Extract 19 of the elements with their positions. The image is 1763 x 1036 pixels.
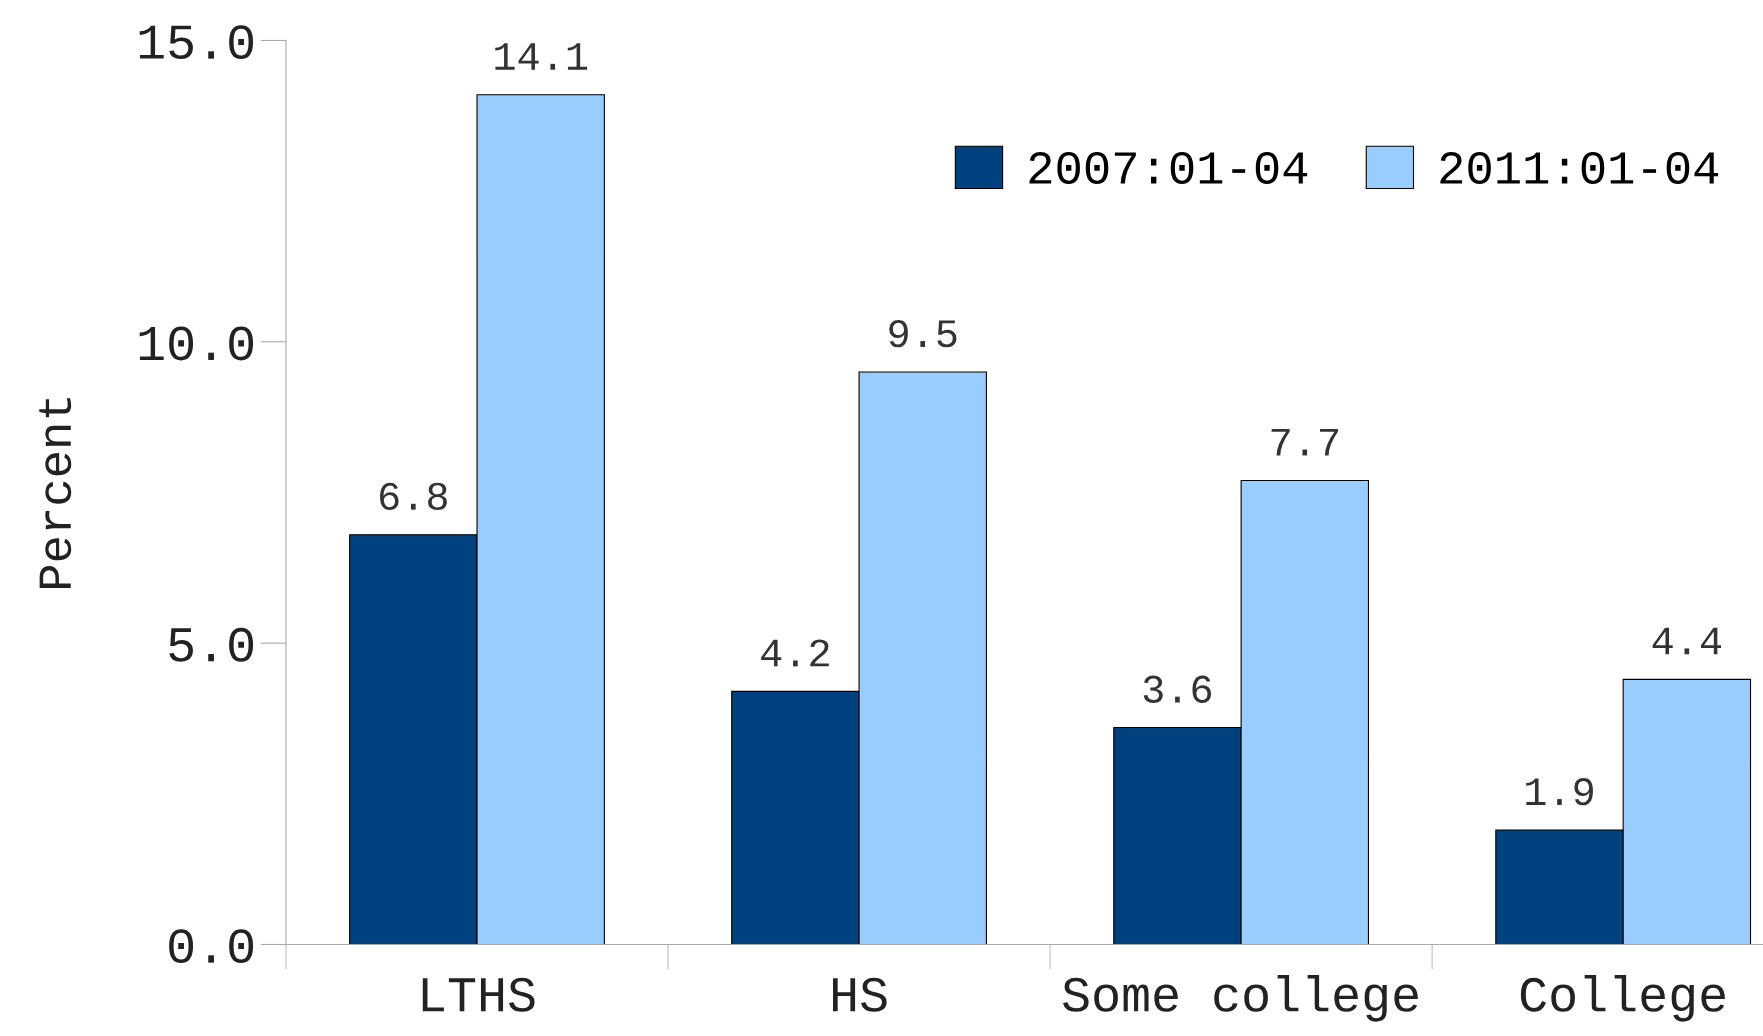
data-label: 3.6 [1143, 675, 1212, 703]
x-tick-label: HS [833, 977, 887, 1012]
data-label: 4.4 [1652, 627, 1722, 655]
data-label: 7.7 [1271, 428, 1338, 456]
data-label: 1.9 [1526, 778, 1593, 806]
x-tick-label: College [1520, 975, 1725, 1022]
data-label: 14.1 [495, 43, 588, 70]
y-tick-label: 10.0 [139, 326, 254, 361]
data-label: 6.8 [380, 482, 447, 511]
data-label: 4.2 [761, 639, 829, 667]
y-tick-label: 0.0 [169, 929, 254, 964]
legend-label: 2011:01-04 [1440, 152, 1719, 185]
x-tick-label: Some college [1063, 975, 1418, 1022]
y-tick-label: 5.0 [169, 627, 254, 662]
x-tick-label: LTHS [422, 977, 535, 1012]
legend-label: 2007:01-04 [1029, 152, 1308, 185]
y-tick-label: 15.0 [139, 25, 254, 60]
data-label: 9.5 [889, 320, 957, 348]
y-axis-title: Percent [39, 398, 72, 588]
